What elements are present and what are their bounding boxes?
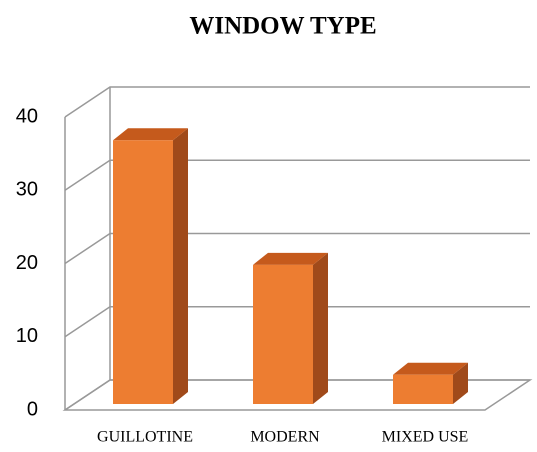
- y-tick-label: 30: [16, 179, 38, 201]
- grid-line: [64, 306, 530, 338]
- grid-line: [64, 379, 530, 411]
- bar: [113, 128, 188, 405]
- bar-side: [453, 362, 468, 404]
- bar-front: [113, 140, 173, 405]
- y-tick-label: 0: [27, 398, 38, 420]
- grid-line: [64, 86, 530, 118]
- y-tick-label: 20: [16, 252, 38, 274]
- chart-title: WINDOW TYPE: [189, 13, 376, 40]
- bar: [393, 362, 468, 404]
- x-tick-label: GUILLOTINE: [97, 429, 193, 446]
- y-tick-label: 40: [16, 105, 38, 127]
- grid-line: [64, 159, 530, 191]
- y-tick-label: 10: [16, 325, 38, 347]
- bar-front: [393, 374, 453, 404]
- bar: [253, 252, 328, 404]
- bar-front: [253, 264, 313, 404]
- bar-top: [393, 362, 468, 375]
- x-tick-label: MODERN: [250, 429, 320, 446]
- x-tick-label: MIXED USE: [382, 429, 469, 446]
- bar-top: [113, 128, 188, 141]
- grid-line: [64, 232, 530, 265]
- bar-side: [313, 252, 328, 404]
- bar-side: [173, 128, 188, 405]
- bar-top: [253, 252, 328, 265]
